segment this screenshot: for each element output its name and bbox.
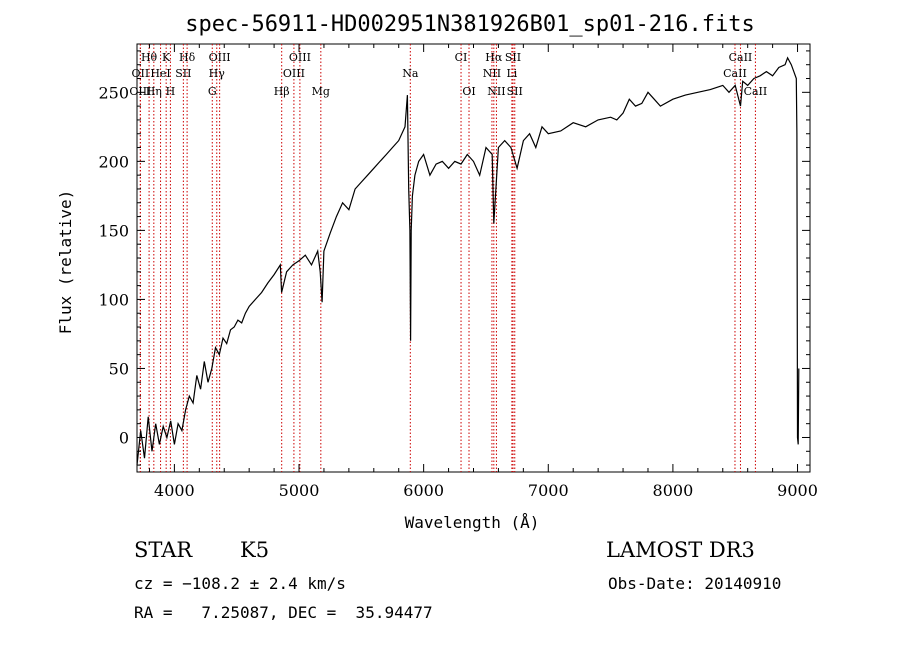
- axis-ticks: 4000 5000 6000 7000 8000 9000 0 50 100 150 200 250: [98, 44, 818, 500]
- spectral-line-label: K: [162, 51, 171, 64]
- spectral-line-label: Hη: [146, 85, 162, 98]
- spectral-line-label: Li: [506, 67, 517, 80]
- y-tick-label: 250: [98, 83, 129, 102]
- chart-title: spec-56911-HD002951N381926B01_sp01-216.f…: [185, 12, 755, 37]
- spectral-line-label: Mg: [312, 85, 330, 98]
- spectral-line-label: SII: [505, 51, 521, 64]
- flux-series-line: [136, 56, 800, 466]
- spectral-line-label: SII: [507, 85, 523, 98]
- object-class: STAR: [134, 538, 193, 562]
- x-tick-label: 7000: [528, 481, 569, 500]
- y-tick-label: 0: [119, 428, 129, 447]
- y-axis-label: Flux (relative): [56, 190, 75, 335]
- y-tick-label: 100: [98, 290, 129, 309]
- spectral-line-label: NII: [483, 67, 501, 80]
- y-tick-label: 150: [98, 221, 129, 240]
- spectral-line-label: Hβ: [274, 85, 290, 98]
- spectral-line-label: SII: [175, 67, 191, 80]
- spectral-line-label: G: [208, 85, 217, 98]
- x-axis-label: Wavelength (Å): [405, 513, 540, 532]
- redshift-velocity: cz = −108.2 ± 2.4 km/s: [134, 574, 346, 593]
- spectral-line-label: CI: [455, 51, 468, 64]
- x-tick-label: 9000: [777, 481, 818, 500]
- spectral-line-label: CaII: [744, 85, 768, 98]
- x-tick-label: 6000: [403, 481, 444, 500]
- spectral-line-label: OIII: [129, 85, 151, 98]
- x-tick-label: 4000: [154, 481, 195, 500]
- spectral-line-label: OI: [462, 85, 475, 98]
- y-tick-label: 50: [109, 359, 129, 378]
- y-tick-label: 200: [98, 152, 129, 171]
- spectral-line-markers: [139, 44, 756, 472]
- spectral-line-label: OIII: [283, 67, 305, 80]
- spectral-line-label: OIII: [289, 51, 311, 64]
- spectral-line-label: OIII: [209, 51, 231, 64]
- spectral-line-label: CaII: [723, 67, 747, 80]
- x-tick-label: 5000: [279, 481, 320, 500]
- coordinates: RA = 7.25087, DEC = 35.94477: [134, 603, 433, 622]
- spectral-line-label: CaII: [729, 51, 753, 64]
- observation-date: Obs-Date: 20140910: [608, 574, 782, 593]
- spectral-line-label: Hγ: [209, 67, 226, 80]
- survey-name: LAMOST DR3: [606, 538, 755, 562]
- spectral-line-label: OII: [132, 67, 150, 80]
- spectral-line-label: Hα: [485, 51, 503, 64]
- spectral-line-label: Na: [402, 67, 419, 80]
- plot-border: [136, 43, 811, 473]
- spectral-line-label: NII: [487, 85, 505, 98]
- spectral-line-label: H: [166, 85, 176, 98]
- spectral-line-label: HeI: [150, 67, 170, 80]
- spectral-line-label: Hδ: [179, 51, 196, 64]
- spectral-line-label: Hθ: [141, 51, 158, 64]
- plot-frame: [136, 43, 811, 473]
- object-subclass: K5: [240, 538, 270, 562]
- x-tick-label: 8000: [653, 481, 694, 500]
